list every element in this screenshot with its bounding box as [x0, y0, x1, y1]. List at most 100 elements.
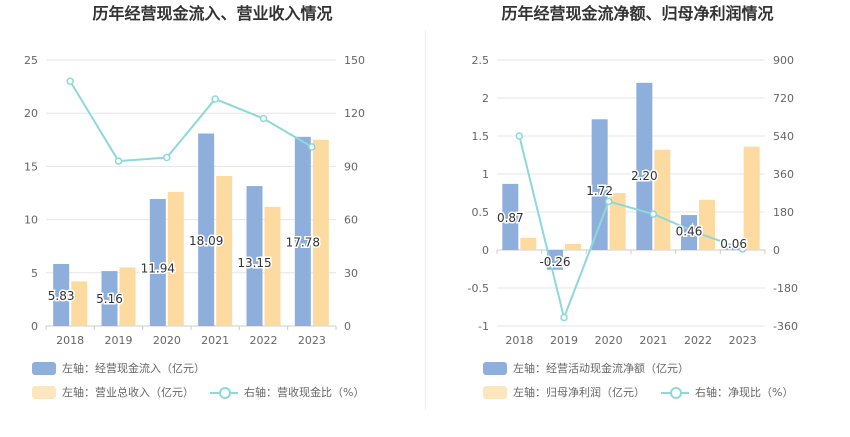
y-left-tick-label: 5 [31, 267, 38, 280]
legend-swatch-orange [32, 385, 56, 399]
y-left-tick-label: 1.5 [472, 130, 490, 143]
y-right-tick-label: -180 [773, 282, 798, 295]
legend-label: 左轴：归母净利润（亿元） [513, 386, 645, 399]
bar-value-label: 0.46 [676, 224, 703, 238]
y-left-tick-label: 25 [24, 54, 38, 67]
legend-row-2: 左轴：营业总收入（亿元） 右轴：营收现金比（%） [32, 384, 380, 400]
y-left-tick-label: 0 [482, 244, 489, 257]
legend-item-net-cash[interactable]: 左轴：经营活动现金流净额（亿元） [483, 360, 689, 376]
y-right-tick-label: 900 [773, 54, 794, 67]
y-right-tick-label: 180 [773, 206, 794, 219]
y-left-tick-label: 15 [24, 160, 38, 173]
legend-item-net-profit[interactable]: 左轴：归母净利润（亿元） [483, 384, 645, 400]
bar-value-label: 18.09 [189, 234, 223, 248]
chart-panel-left: 历年经营现金流入、营业收入情况 0 5 10 15 20 25 0 30 60 90 120 150 2… [24, 4, 380, 400]
y-right-tick-label: 30 [344, 267, 358, 280]
legend-label: 左轴：经营现金流入（亿元） [62, 362, 205, 375]
bar-value-label: 1.72 [586, 184, 613, 198]
bar-value-label: 13.15 [237, 256, 271, 270]
legend-item-revenue[interactable]: 左轴：营业总收入（亿元） [32, 384, 194, 400]
y-right-tick-label: 720 [773, 92, 794, 105]
bar-secondary [609, 193, 626, 250]
y-left-tick-label: 1 [482, 168, 489, 181]
ratio-line [518, 135, 744, 321]
bar-value-label: 2.20 [631, 169, 658, 183]
legend-swatch-line [661, 386, 689, 399]
bar-secondary [565, 243, 581, 250]
chart-plot-right: -1 -0.5 0 0.5 1 1.5 2 2.5 -360 -180 0 180 360 540 720 9… [468, 54, 798, 347]
ratio-point [560, 313, 568, 322]
legend-swatch-blue [32, 361, 56, 375]
bar-secondary [119, 267, 136, 326]
ratio-point [649, 210, 658, 218]
ratio-point [259, 114, 268, 123]
ratio-point [515, 132, 524, 140]
x-tick-label: 2022 [250, 334, 278, 347]
bar-value-label: 0.06 [720, 237, 747, 251]
ratio-point [308, 143, 316, 151]
y-left-tick-label: 2.5 [472, 54, 490, 67]
y-right-tick-label: 360 [773, 168, 794, 181]
legend-item-cash-inflow[interactable]: 左轴：经营现金流入（亿元） [32, 360, 205, 376]
chart-plot-left: 0 5 10 15 20 25 0 30 60 90 120 150 2018 2019 2020 2021 2… [24, 54, 365, 347]
bar-secondary [654, 149, 671, 250]
y-left-tick-label: 0 [31, 320, 38, 333]
bar-value-label: 17.78 [286, 236, 320, 250]
legend-item-cash-ratio[interactable]: 右轴：净现比（%） [661, 384, 793, 400]
bar-primary [149, 198, 166, 326]
ratio-point [738, 245, 747, 253]
x-tick-label: 2022 [684, 334, 712, 347]
ratio-point [114, 157, 123, 165]
x-tick-label: 2021 [201, 334, 229, 347]
y-right-tick-label: -360 [773, 320, 798, 333]
x-tick-label: 2020 [153, 334, 181, 347]
y-right-tick-label: 0 [344, 320, 351, 333]
y-right-tick-label: 90 [344, 160, 358, 173]
y-left-tick-label: 10 [24, 214, 38, 227]
legend-row-1: 左轴：经营活动现金流净额（亿元） [483, 360, 705, 376]
bar-value-label: 5.83 [48, 289, 75, 303]
bar-value-label: -0.26 [539, 255, 570, 269]
x-tick-label: 2020 [595, 334, 623, 347]
x-tick-label: 2023 [298, 334, 326, 347]
y-left-tick-label: -0.5 [468, 282, 489, 295]
bar-value-label: 11.94 [141, 262, 175, 276]
bar-secondary [167, 191, 184, 326]
bar-secondary [216, 175, 233, 326]
bar-primary [294, 136, 311, 326]
y-right-tick-label: 540 [773, 130, 794, 143]
chart-panel-right: 历年经营现金流净额、归母净利润情况 -1 -0.5 0 0.5 1 1.5 2 2.5 -360… [425, 0, 850, 437]
legend-label: 右轴：净现比（%） [695, 386, 794, 399]
legend-row-2: 左轴：归母净利润（亿元） 右轴：净现比（%） [483, 384, 809, 400]
bar-secondary [71, 281, 88, 326]
ratio-line [69, 80, 313, 163]
legend-label: 右轴：营收现金比（%） [244, 386, 365, 399]
x-tick-label: 2018 [505, 334, 533, 347]
legend-swatch-line [210, 386, 238, 399]
chart-title: 历年经营现金流入、营业收入情况 [92, 4, 333, 23]
legend-label: 左轴：营业总收入（亿元） [62, 386, 194, 399]
y-left-tick-label: -1 [478, 320, 489, 333]
x-tick-label: 2019 [550, 334, 578, 347]
legend-row-1: 左轴：经营现金流入（亿元） [32, 360, 221, 376]
legend-item-ratio[interactable]: 右轴：营收现金比（%） [210, 384, 364, 400]
y-right-tick-label: 150 [344, 54, 365, 67]
ratio-point [604, 197, 613, 206]
bar-primary [198, 133, 215, 326]
legend-swatch-blue [483, 361, 507, 375]
bar-value-label: 0.87 [497, 211, 524, 225]
bar-primary [101, 271, 118, 326]
bar-primary [636, 82, 653, 250]
y-right-tick-label: 60 [344, 214, 358, 227]
bar-secondary [743, 146, 760, 250]
x-tick-label: 2018 [56, 334, 84, 347]
y-left-tick-label: 2 [482, 92, 489, 105]
bar-primary [591, 119, 608, 250]
y-right-tick-label: 120 [344, 107, 365, 120]
legend-label: 左轴：经营活动现金流净额（亿元） [513, 362, 689, 375]
ratio-point [211, 95, 219, 103]
bar-secondary [312, 139, 329, 326]
panel-divider [425, 30, 426, 410]
bar-primary [246, 186, 263, 326]
bar-secondary [264, 206, 281, 326]
